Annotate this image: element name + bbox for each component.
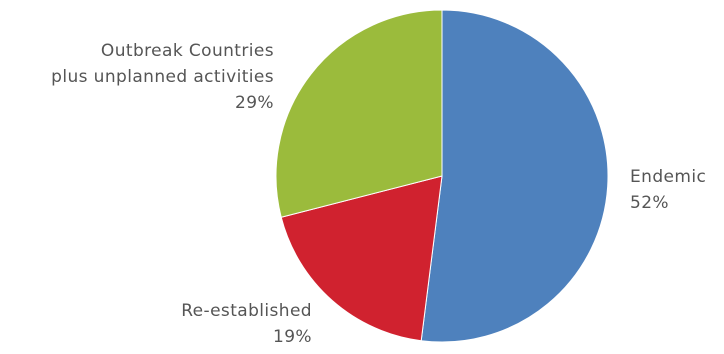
slice-percent-outbreak-countries: 29% bbox=[235, 93, 274, 113]
pie-labels: Endemic 52% Re-established 19% Outbreak Coun… bbox=[51, 41, 706, 347]
slice-label-outbreak-countries: plus unplanned activities bbox=[51, 67, 274, 87]
pie-slice-re-established bbox=[280, 175, 443, 342]
slice-percent-re-established: 19% bbox=[273, 327, 312, 347]
slice-percent-endemic: 52% bbox=[630, 193, 669, 213]
pie-slice-endemic bbox=[420, 9, 609, 343]
pie-slice-outbreak-countries bbox=[275, 9, 443, 218]
slice-label-endemic: Endemic bbox=[630, 167, 706, 187]
pie-slices bbox=[275, 9, 609, 343]
slice-label-re-established: Re-established bbox=[181, 301, 312, 321]
slice-label-outbreak-countries: Outbreak Countries bbox=[101, 41, 274, 61]
